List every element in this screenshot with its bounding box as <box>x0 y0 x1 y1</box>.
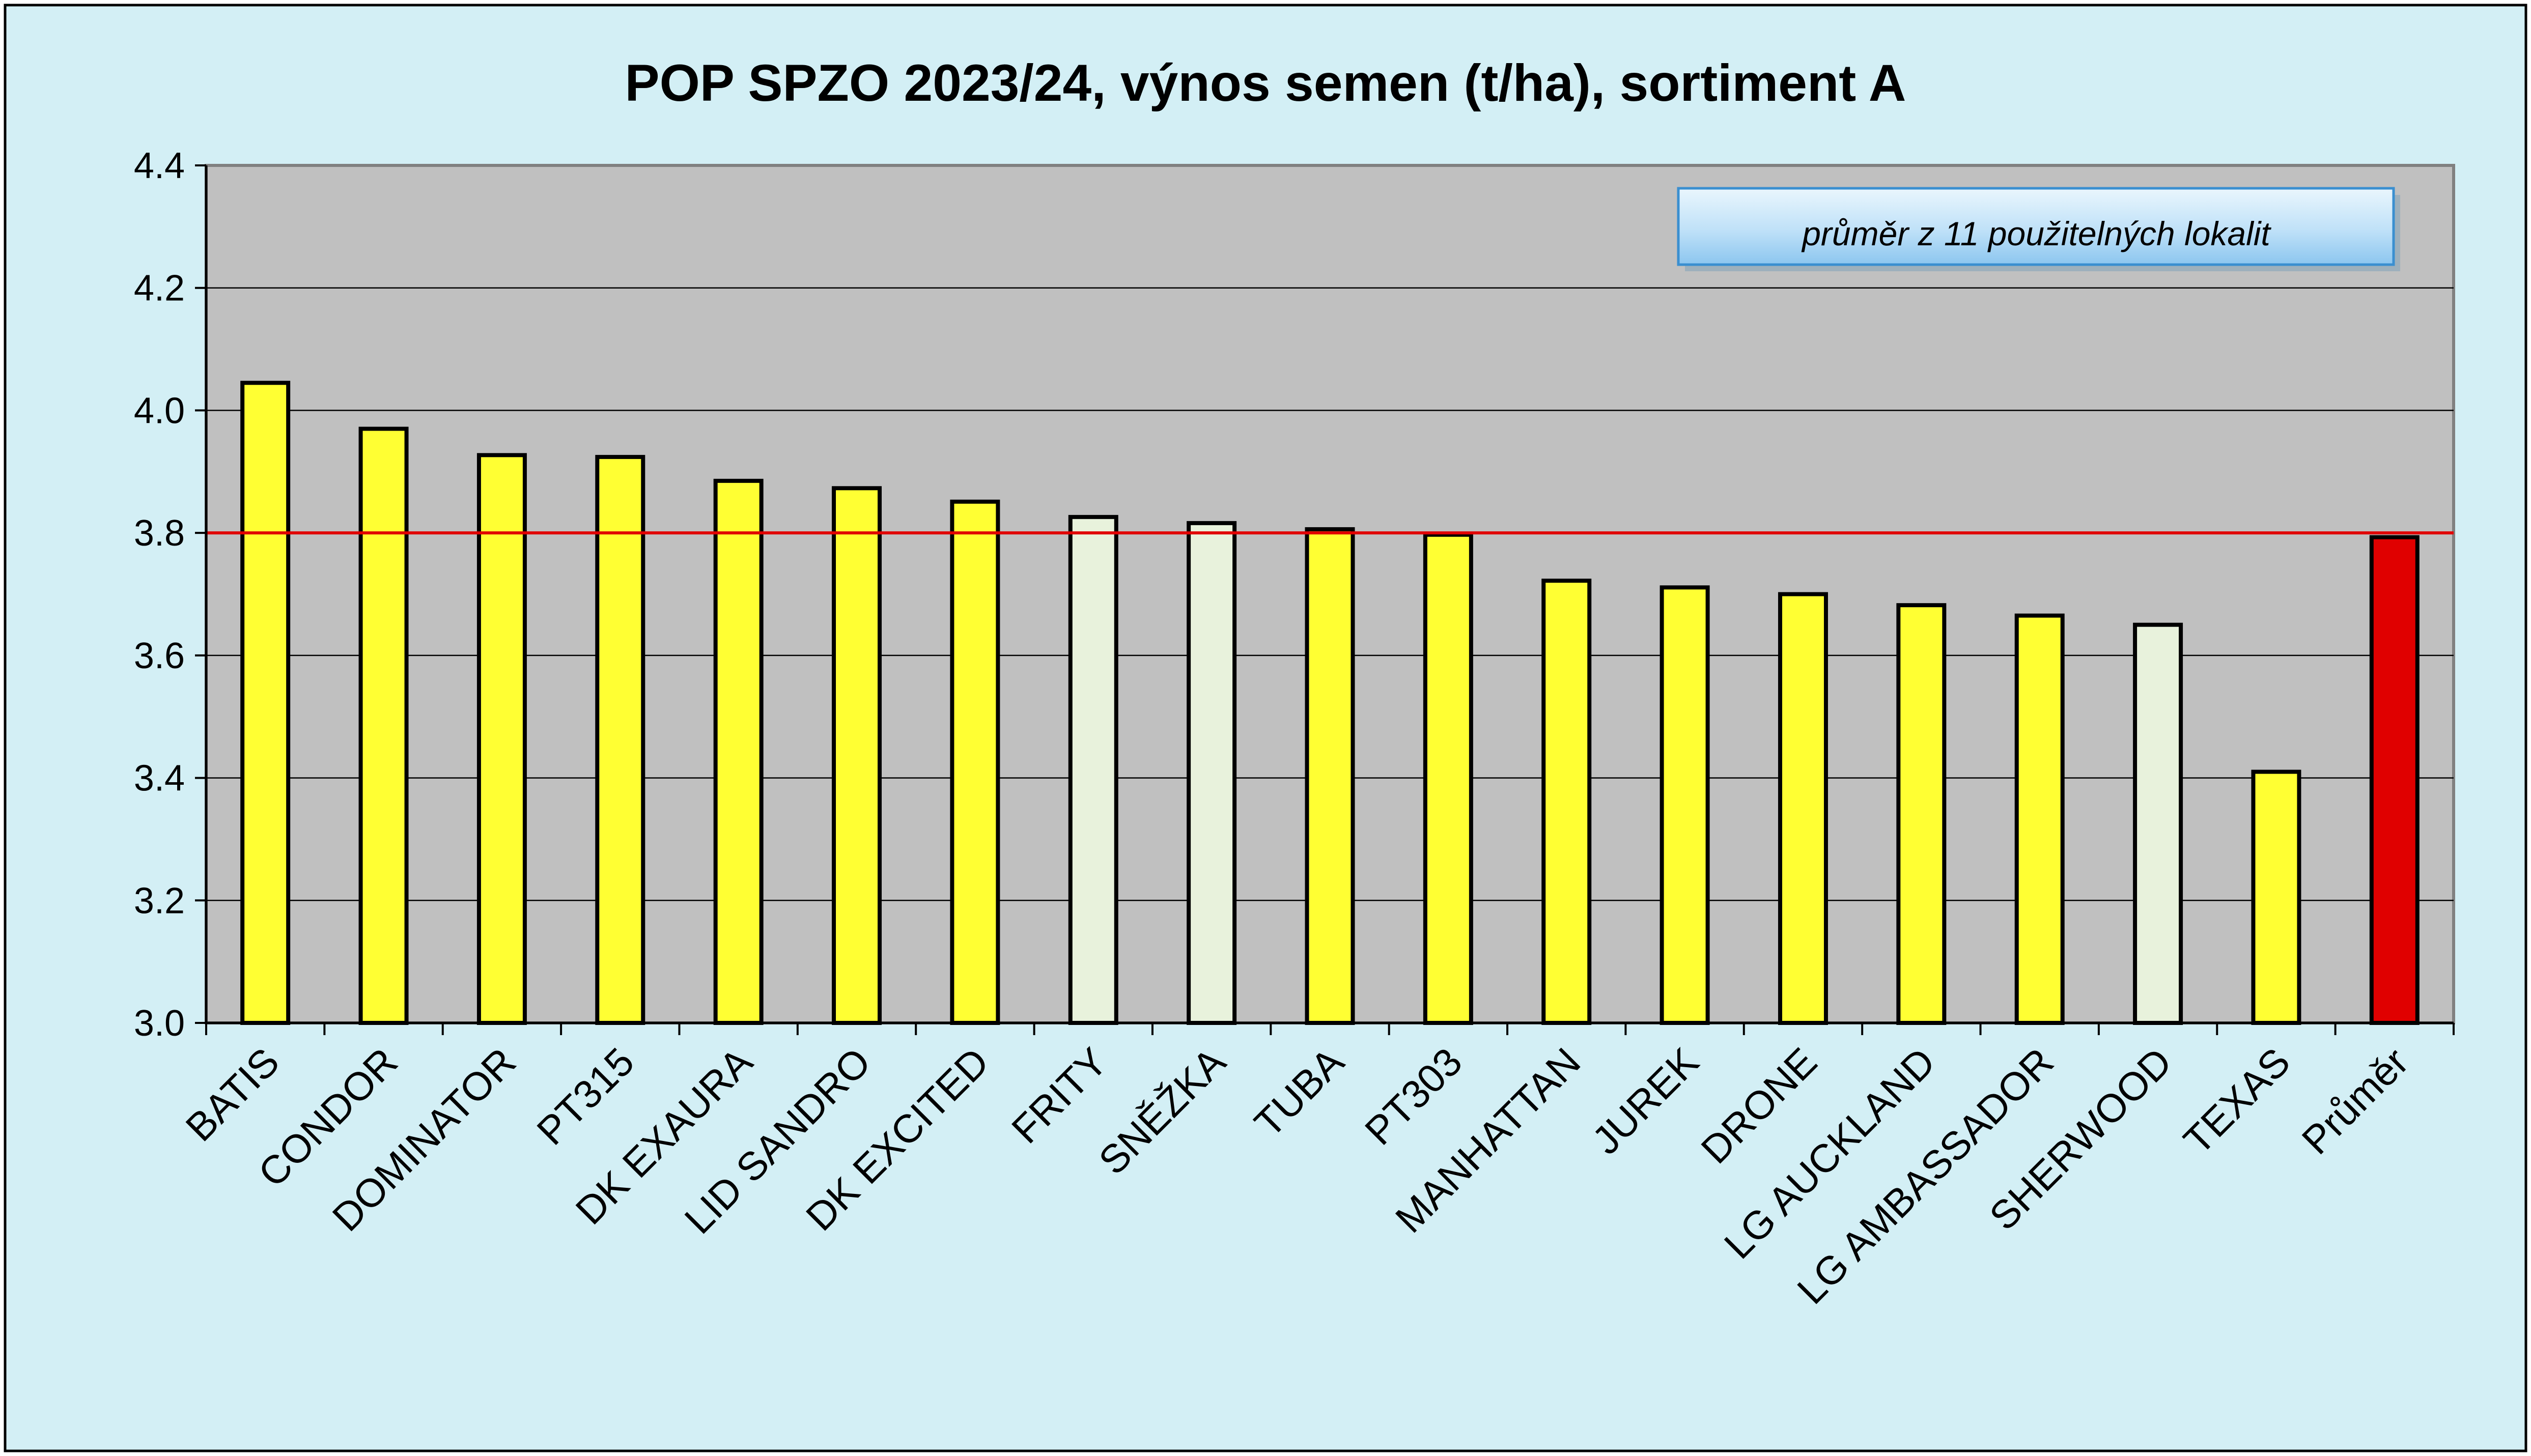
bar <box>713 478 764 1025</box>
bar <box>2369 535 2420 1025</box>
annotation-frame <box>1677 187 2395 266</box>
y-tick-label: 3.0 <box>134 1003 185 1044</box>
annotation-text: průměr z 11 použitelných lokalit <box>1801 215 2271 252</box>
bar <box>2251 769 2301 1025</box>
y-tick-label: 4.0 <box>134 390 185 431</box>
bar <box>2014 613 2065 1025</box>
y-tick-label: 3.6 <box>134 636 185 676</box>
bar <box>1896 603 1947 1025</box>
bar <box>1305 527 1355 1025</box>
bar <box>1423 532 1473 1025</box>
bar <box>595 454 645 1025</box>
bar <box>1660 585 1710 1025</box>
bar <box>476 453 527 1025</box>
y-tick-label: 4.2 <box>134 268 185 309</box>
bar <box>1068 515 1118 1025</box>
annotation-box: průměr z 11 použitelných lokalit <box>1677 187 2400 271</box>
bars <box>240 381 2420 1025</box>
y-tick-label: 3.8 <box>134 513 185 554</box>
bar <box>832 486 882 1025</box>
bar <box>240 381 291 1025</box>
axes: 3.0 3.2 3.4 3.6 3.8 4.0 4.2 4.4 <box>134 146 2455 1044</box>
bar <box>1187 521 1237 1025</box>
bar <box>2133 622 2183 1025</box>
bar <box>1541 579 1592 1025</box>
chart-title: POP SPZO 2023/24, výnos semen (t/ha), so… <box>625 54 1906 112</box>
y-tick-label: 4.4 <box>134 146 185 186</box>
bar <box>1778 592 1828 1025</box>
bar <box>358 426 409 1025</box>
y-tick-label: 3.4 <box>134 758 185 799</box>
bar <box>950 499 1000 1025</box>
y-tick-label: 3.2 <box>134 880 185 921</box>
